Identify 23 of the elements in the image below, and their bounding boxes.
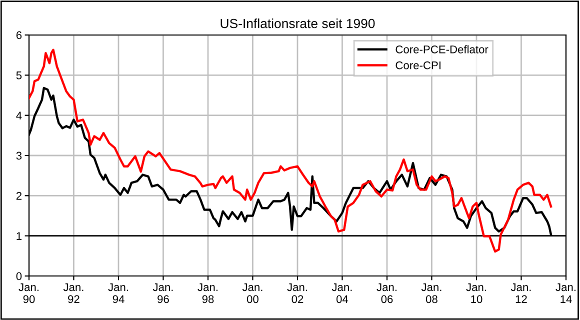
x-tick-label: Jan. 10 — [466, 283, 486, 304]
x-tick-label: Jan. 94 — [108, 283, 128, 304]
x-tick-label: Jan. 02 — [287, 283, 307, 304]
legend-label: Core-CPI — [396, 61, 440, 70]
y-tick-label: 6 — [16, 31, 22, 40]
y-tick-label: 5 — [16, 72, 22, 80]
y-tick-label: 1 — [16, 232, 22, 240]
x-tick-label: Jan. 12 — [510, 283, 531, 303]
y-tick-label: 2 — [16, 192, 22, 200]
y-tick-label: 4 — [16, 112, 22, 120]
chart-title: US-Inflationsrate seit 1990 — [220, 18, 375, 28]
x-tick-label: Jan. 06 — [376, 283, 396, 304]
x-tick-label: Jan. 98 — [198, 283, 218, 304]
x-tick-label: Jan. 08 — [421, 283, 442, 304]
x-tick-label: Jan. 00 — [242, 283, 262, 304]
x-tick-label: Jan. 14 — [556, 283, 576, 303]
y-tick-label: 0 — [16, 272, 22, 280]
x-tick-label: Jan. 96 — [152, 283, 173, 304]
x-tick-label: Jan. 90 — [18, 283, 38, 304]
x-tick-label: Jan. 92 — [63, 283, 84, 304]
x-tick-label: Jan. 04 — [332, 283, 352, 304]
y-tick-label: 3 — [16, 152, 22, 160]
legend-label: Core-PCE-Deflator — [396, 45, 488, 54]
